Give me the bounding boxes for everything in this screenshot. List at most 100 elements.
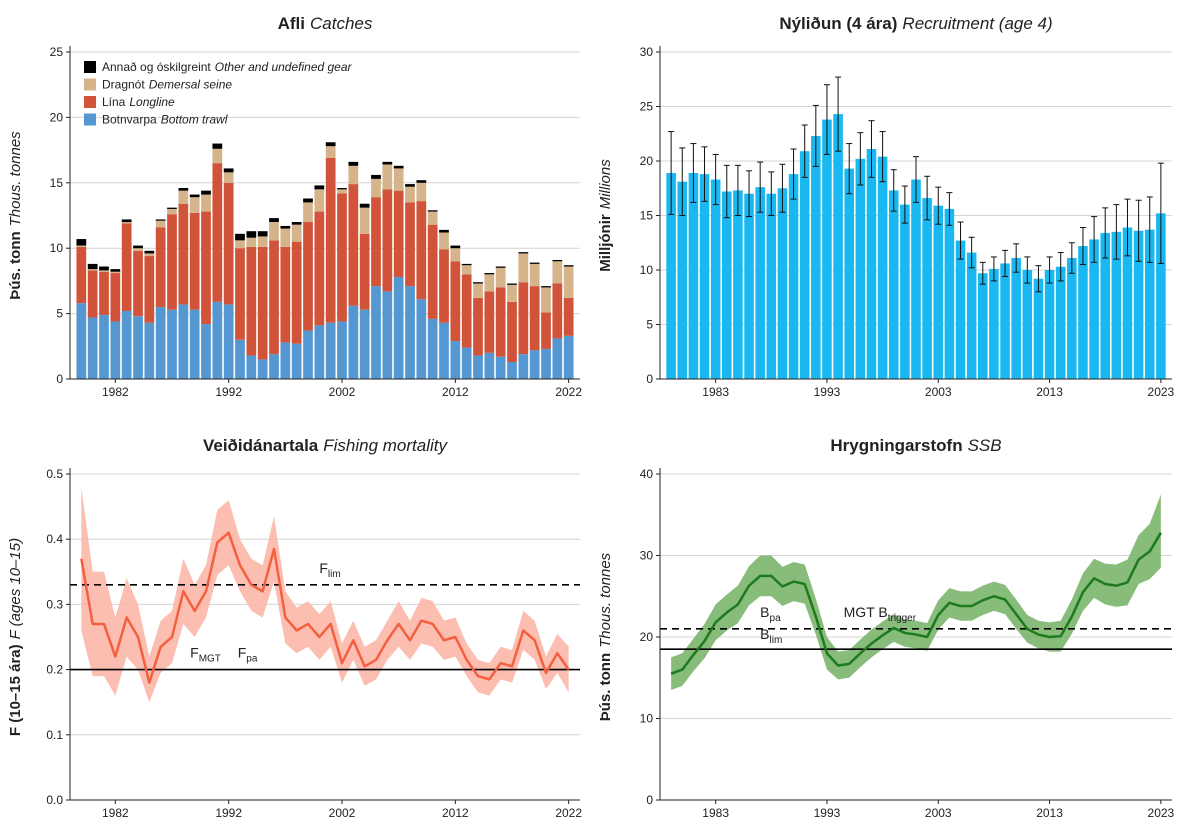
bar — [989, 268, 999, 379]
line — [670, 532, 1162, 675]
bar-segment — [110, 269, 121, 272]
error-bar — [857, 132, 864, 186]
confidence-band — [81, 487, 569, 703]
error-bar — [979, 261, 986, 285]
bar-segment — [405, 186, 415, 203]
bar-segment — [280, 225, 291, 229]
error-bar — [835, 76, 842, 152]
bar-segment — [121, 310, 132, 379]
bar-segment — [314, 189, 325, 212]
bar-segment — [133, 248, 143, 251]
reference-label: MGT Btrigger — [844, 604, 917, 624]
bar-segment — [178, 190, 189, 204]
bar-segment — [257, 246, 268, 360]
bar — [744, 193, 754, 379]
bar — [877, 156, 888, 379]
bar-segment — [473, 282, 483, 284]
y-tick-label: 0.2 — [46, 663, 63, 677]
y-label-main: F (10–15 ára) — [7, 644, 24, 736]
bar — [1000, 263, 1010, 379]
bar — [1078, 246, 1088, 379]
bar-segment — [518, 253, 529, 283]
bar-segment — [269, 218, 279, 223]
bar-segment — [461, 347, 472, 379]
error-bar — [1024, 256, 1031, 284]
bar-segment — [155, 227, 166, 308]
x-tick-label: 2012 — [442, 385, 469, 399]
y-label-main: Milljónir — [597, 214, 614, 272]
bar-segment — [371, 286, 381, 379]
bar-segment — [303, 198, 313, 203]
error-bar — [1035, 265, 1042, 293]
chart-title: Veiðidánartala Fishing mortality — [203, 436, 449, 455]
bar-segment — [439, 229, 449, 233]
reference-label: Fpa — [238, 645, 258, 665]
title-english: Fishing mortality — [323, 436, 448, 455]
bar-segment — [314, 211, 325, 326]
bar-segment — [201, 324, 211, 379]
y-tick-label: 15 — [640, 209, 654, 223]
legend-swatch — [84, 96, 96, 108]
error-bar — [734, 164, 741, 216]
bar-segment — [257, 359, 268, 379]
bar-segment — [427, 210, 438, 212]
y-axis-label: Þús. tonn Thous. tonnes — [597, 552, 614, 721]
bar-segment — [427, 224, 438, 319]
bar-segment — [121, 223, 132, 311]
reference-label: Flim — [319, 560, 340, 580]
bar-segment — [507, 301, 517, 362]
bar-segment — [382, 161, 393, 165]
y-axis-label: F (10–15 ára) F (ages 10–15) — [7, 538, 24, 736]
bar — [933, 205, 944, 379]
bar-segment — [439, 249, 449, 323]
bar — [799, 151, 810, 379]
bar-segment — [99, 266, 109, 271]
bar-segment — [121, 219, 132, 223]
bar-segment — [337, 193, 347, 322]
bar-segment — [144, 322, 155, 379]
x-tick-label: 2022 — [555, 385, 582, 399]
bar-segment — [87, 317, 98, 379]
bar — [1156, 213, 1166, 379]
legend-name: Dragnót — [102, 78, 145, 92]
title-main: Nýliðun (4 ára) — [779, 14, 897, 33]
bar-segment — [507, 361, 517, 379]
bar-segment — [87, 263, 98, 270]
bar-segment — [563, 297, 574, 336]
bar-segment — [348, 161, 359, 166]
bar — [833, 114, 843, 379]
bar-segment — [405, 286, 415, 379]
bar-segment — [235, 339, 245, 379]
bar-segment — [76, 239, 87, 246]
bar-segment — [99, 271, 109, 315]
bar-segment — [563, 266, 574, 298]
bar-segment — [495, 287, 506, 357]
bar-segment — [291, 241, 302, 344]
bar-segment — [178, 304, 189, 379]
error-bar — [790, 148, 797, 200]
chart-title: Nýliðun (4 ára) Recruitment (age 4) — [779, 14, 1052, 33]
bar-segment — [110, 271, 121, 274]
legend-swatch — [84, 78, 96, 91]
bar-segment — [99, 314, 109, 379]
bar-segment — [484, 291, 495, 353]
bar — [955, 240, 966, 379]
x-tick-label: 1992 — [215, 385, 242, 399]
error-bar — [946, 192, 953, 226]
y-tick-label: 40 — [640, 467, 654, 481]
bar-segment — [280, 228, 291, 247]
error-bar — [890, 169, 897, 212]
error-bar — [901, 185, 908, 224]
error-bar — [1135, 199, 1142, 262]
x-tick-label: 2022 — [555, 806, 582, 820]
bar-segment — [529, 262, 540, 264]
bar-segment — [280, 342, 291, 379]
error-bar — [823, 84, 830, 155]
bar-segment — [178, 203, 189, 305]
error-bar — [712, 153, 719, 206]
bar-segment — [178, 188, 189, 191]
bar — [688, 172, 699, 379]
bar-segment — [507, 283, 517, 285]
error-bar — [1002, 249, 1009, 278]
bar-segment — [155, 219, 166, 221]
